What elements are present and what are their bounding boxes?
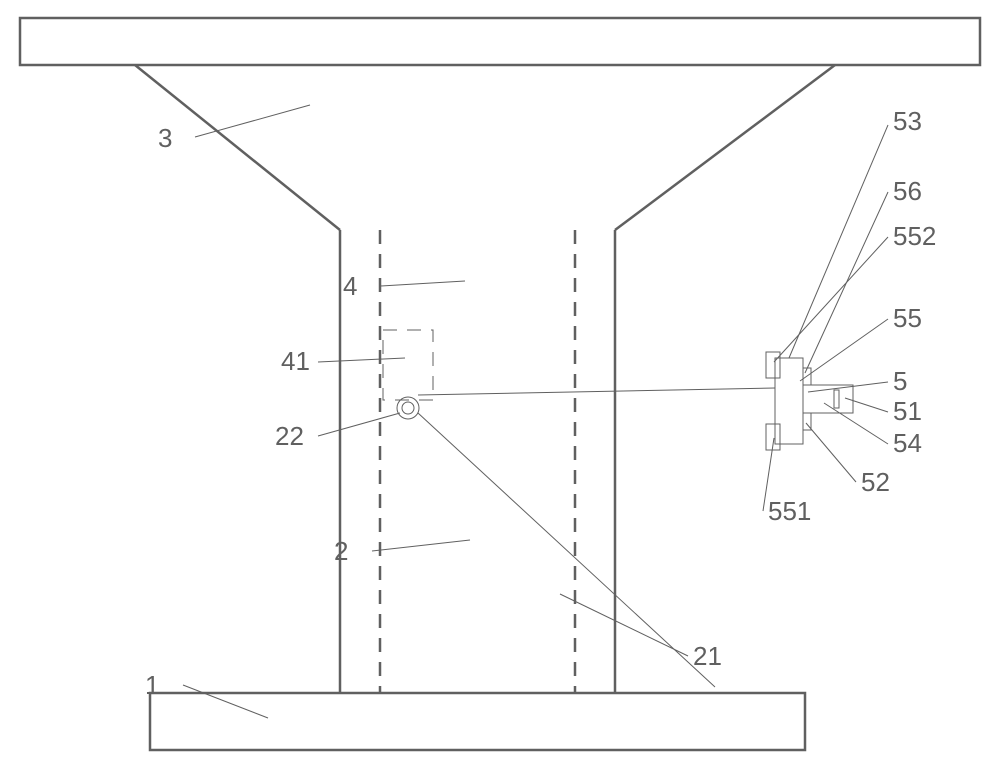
label-51: 51 [893,396,922,426]
pin-inner [402,402,414,414]
leader-55 [800,319,888,381]
leader-53 [789,125,888,358]
leader-3 [195,105,310,137]
label-4: 4 [343,271,357,301]
label-53: 53 [893,106,922,136]
leader-4 [380,281,465,286]
label-552: 552 [893,221,936,251]
taut-line [418,388,775,395]
top-bar [20,18,980,65]
leader-1 [183,685,268,718]
label-2: 2 [334,536,348,566]
slot-outline [383,330,433,400]
gadget-body [775,358,803,444]
leader-2 [372,540,470,551]
label-54: 54 [893,428,922,458]
diag-line [418,413,715,687]
leader-22 [318,413,400,436]
label-56: 56 [893,176,922,206]
gadget-top-tab [766,352,780,378]
label-551: 551 [768,496,811,526]
gadget-shaft-gap [834,390,839,408]
label-22: 22 [275,421,304,451]
label-21: 21 [693,641,722,671]
label-1: 1 [145,670,159,700]
label-3: 3 [158,123,172,153]
leader-552 [774,237,888,362]
leader-52 [806,423,856,482]
bottom-bar [150,693,805,750]
leader-5 [808,382,888,392]
label-52: 52 [861,467,890,497]
label-55: 55 [893,303,922,333]
hopper-right [615,65,835,230]
label-5: 5 [893,366,907,396]
leader-41 [318,358,405,362]
label-41: 41 [281,346,310,376]
leader-51 [845,398,888,412]
